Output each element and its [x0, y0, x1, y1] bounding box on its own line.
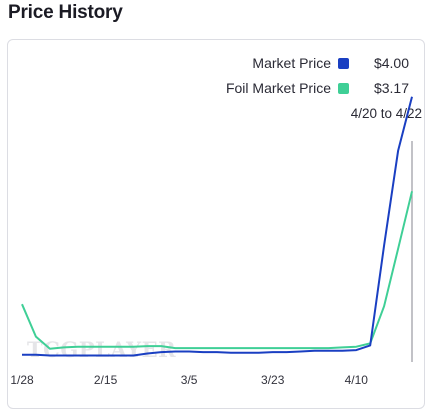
- legend-swatch: [338, 82, 349, 94]
- x-tick-label: 1/28: [10, 373, 34, 387]
- price-chart[interactable]: [0, 0, 433, 400]
- date-range-label: 4/20 to 4/22: [350, 106, 422, 121]
- series-line-foil-market-price[interactable]: [21, 191, 413, 350]
- legend-value: $4.00: [373, 55, 409, 71]
- x-tick-label: 4/10: [344, 373, 368, 387]
- x-tick-label: 2/15: [93, 373, 118, 387]
- legend-label: Market Price: [252, 55, 331, 71]
- legend-value: $3.17: [373, 80, 409, 96]
- page-title: Price History: [8, 2, 123, 23]
- x-tick-label: 3/23: [261, 373, 285, 387]
- legend-item-foil-market-price[interactable]: Foil Market Price $3.17: [226, 78, 409, 98]
- series-line-market-price[interactable]: [22, 96, 413, 357]
- legend-swatch: [338, 57, 349, 69]
- legend-label: Foil Market Price: [225, 80, 331, 96]
- legend-item-market-price[interactable]: Market Price $4.00: [252, 53, 409, 73]
- x-tick-label: 3/5: [180, 373, 198, 387]
